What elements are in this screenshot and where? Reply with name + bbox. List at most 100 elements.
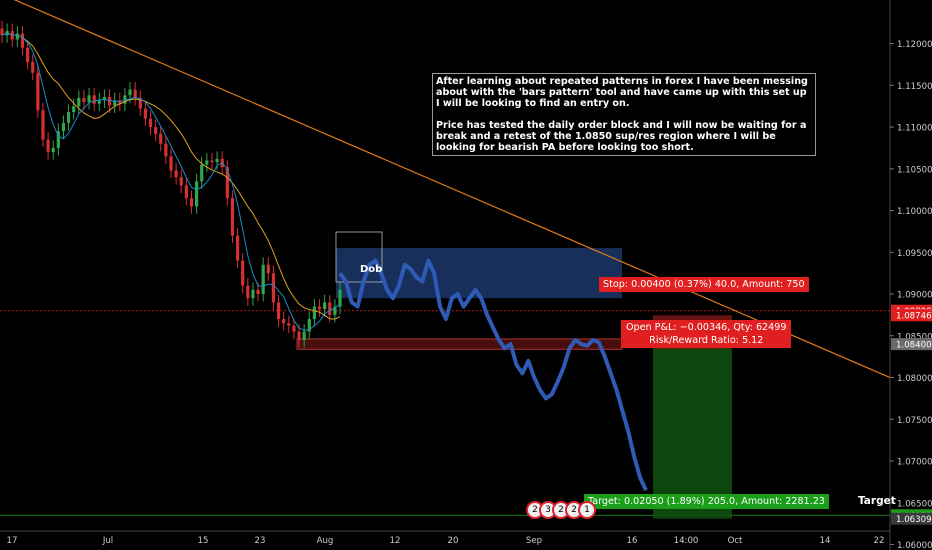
candle: [328, 302, 332, 315]
candle: [174, 170, 178, 178]
candle: [200, 164, 204, 182]
candle: [36, 72, 40, 111]
price-badge-label: 1.06309: [896, 515, 932, 525]
candle: [113, 100, 117, 106]
candle: [225, 167, 229, 199]
x-tick-label: Oct: [728, 536, 743, 546]
candle: [138, 97, 142, 109]
y-tick-label: 1.06500: [897, 499, 932, 509]
supply-zone: [336, 248, 622, 299]
y-tick-label: 1.12000: [897, 40, 932, 50]
y-tick-label: 1.06000: [897, 541, 932, 550]
candle: [87, 95, 91, 103]
candle: [77, 97, 81, 107]
candle: [102, 97, 107, 101]
candle: [189, 198, 194, 207]
candle: [261, 264, 265, 295]
dob-box: [335, 231, 383, 283]
y-tick-label: 1.10000: [897, 207, 932, 217]
x-tick-label: 20: [448, 536, 459, 546]
candle: [154, 127, 158, 134]
candle: [287, 323, 291, 326]
candle: [215, 158, 219, 163]
candle: [107, 97, 112, 106]
x-tick-label: 14:00: [674, 536, 699, 546]
dob-label: Dob: [360, 264, 383, 275]
slow-moving-average: [1, 32, 341, 320]
y-tick-label: 1.11000: [897, 124, 932, 134]
candle: [20, 33, 25, 48]
x-tick-label: Aug: [317, 536, 334, 546]
candle: [333, 306, 337, 315]
candle: [312, 306, 316, 320]
event-marker[interactable]: 1: [578, 501, 596, 519]
target-text: Target: [858, 495, 896, 507]
x-tick-label: 14: [820, 536, 831, 546]
y-tick-label: 1.09000: [897, 291, 932, 301]
candle: [179, 177, 183, 186]
candle: [266, 264, 270, 274]
target-label[interactable]: Target: 0.02050 (1.89%) 205.0, Amount: 2…: [584, 494, 829, 509]
candle: [118, 100, 122, 104]
x-tick-label: Jul: [102, 536, 113, 546]
candle: [82, 97, 86, 103]
price-badge: [891, 309, 932, 322]
y-tick-label: 1.09500: [897, 249, 932, 259]
target-zone: [653, 348, 732, 519]
x-tick-label: Sep: [526, 536, 542, 546]
economic-events[interactable]: 2 3 2 2 1: [526, 501, 596, 519]
price-badge: [891, 512, 932, 525]
candle: [164, 143, 168, 157]
y-tick-label: 1.10500: [897, 165, 932, 175]
candle: [169, 156, 173, 171]
candle: [123, 95, 127, 104]
fast-moving-average: [1, 32, 341, 331]
candle: [66, 112, 71, 123]
open-pnl-label[interactable]: Open P&L: −0.00346, Qty: 62499 Risk/Rewa…: [621, 320, 792, 348]
open-pnl-line: Open P&L: −0.00346, Qty: 62499: [626, 322, 787, 333]
candle: [92, 95, 96, 104]
candle: [297, 331, 301, 340]
candle: [148, 118, 153, 128]
x-tick-label: 17: [7, 536, 18, 546]
trendline: [13, 0, 891, 379]
candle: [41, 110, 45, 140]
note-paragraph-1: After learning about repeated patterns i…: [436, 76, 808, 109]
candle: [72, 106, 76, 113]
stop-label[interactable]: Stop: 0.00400 (0.37%) 40.0, Amount: 750: [599, 277, 809, 292]
trade-idea-note: After learning about repeated patterns i…: [432, 73, 816, 156]
x-tick-label: 22: [874, 536, 885, 546]
candle: [241, 260, 245, 286]
note-paragraph-2: Price has tested the daily order block a…: [436, 120, 807, 153]
candle: [307, 319, 311, 332]
candle: [271, 273, 276, 303]
candle: [0, 28, 4, 36]
y-tick-label: 1.08500: [897, 332, 932, 342]
candle: [276, 302, 281, 320]
candle: [195, 181, 199, 207]
x-tick-label: 15: [198, 536, 209, 546]
candle: [26, 47, 30, 62]
candle: [317, 306, 322, 310]
candle: [56, 131, 60, 148]
candle: [230, 198, 235, 236]
candle: [246, 285, 250, 299]
candle: [292, 325, 296, 332]
price-badge-label: 1.08400: [896, 341, 932, 351]
candle: [61, 122, 66, 132]
x-tick-label: 16: [627, 536, 638, 546]
candle: [46, 139, 50, 153]
candle: [31, 61, 35, 73]
candle: [251, 289, 255, 299]
candle: [143, 108, 147, 119]
candle: [15, 33, 19, 40]
risk-reward-line: Risk/Reward Ratio: 5.12: [649, 335, 764, 346]
candle: [184, 185, 188, 199]
candle: [128, 89, 132, 96]
candle: [235, 235, 240, 261]
candle: [97, 100, 101, 104]
candle: [256, 289, 260, 295]
price-badge-label: 1.08746: [896, 312, 932, 322]
candle: [205, 160, 209, 165]
price-badge: [891, 338, 932, 351]
